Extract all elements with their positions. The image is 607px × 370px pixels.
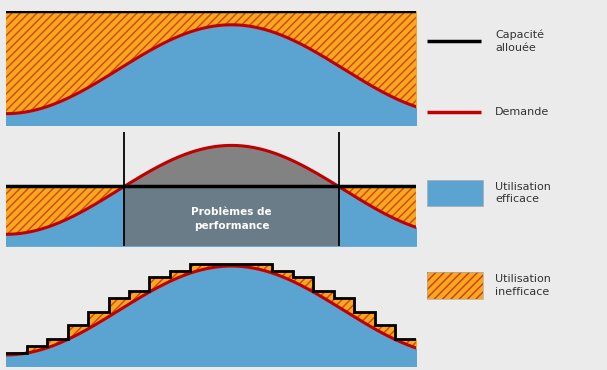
Text: Problèmes de
performance: Problèmes de performance (191, 208, 272, 231)
Text: Utilisation
inefficace: Utilisation inefficace (495, 274, 551, 296)
Text: Demande: Demande (495, 107, 549, 117)
Text: Utilisation
efficace: Utilisation efficace (495, 182, 551, 204)
Text: Capacité
allouée: Capacité allouée (495, 30, 544, 53)
Bar (427, 272, 483, 299)
Bar (427, 272, 483, 299)
Bar (427, 180, 483, 206)
Bar (427, 272, 483, 299)
Bar (124, 186, 339, 246)
